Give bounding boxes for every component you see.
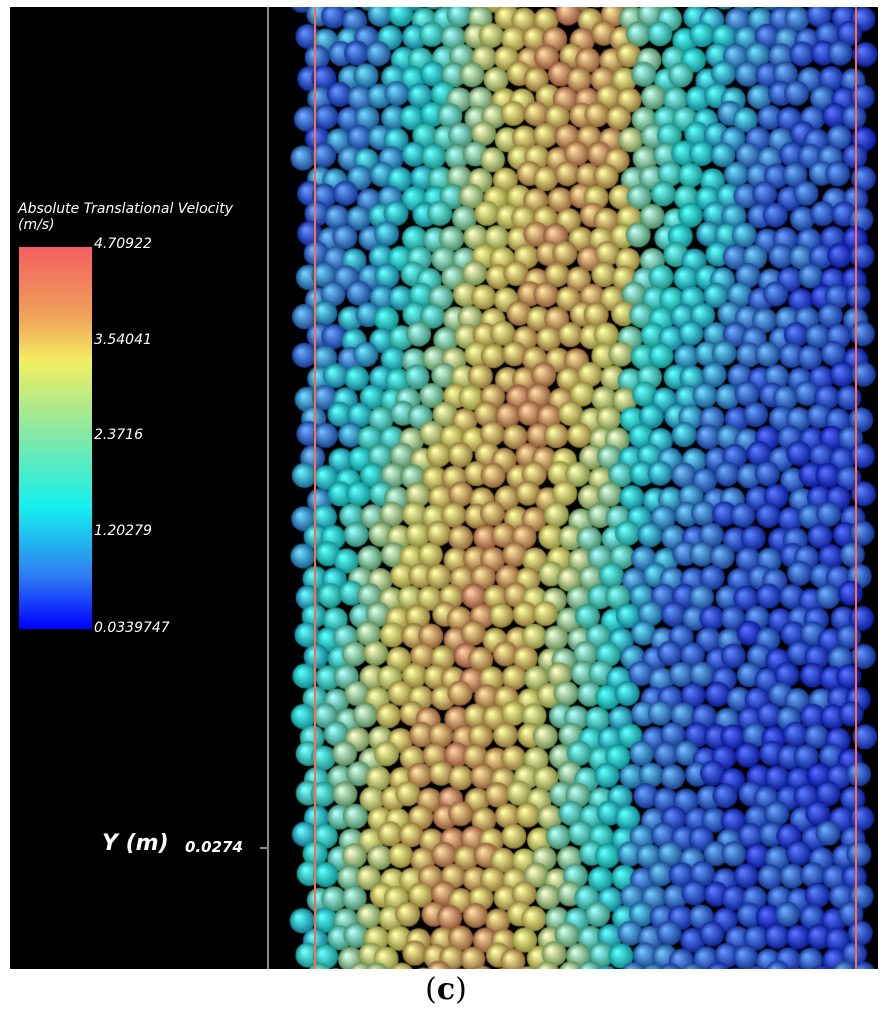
particle-render-canvas xyxy=(10,7,878,969)
y-axis-label: Y (m) xyxy=(102,831,169,856)
colorbar-tick-2: 3.54041 xyxy=(94,332,152,348)
right-wall-line xyxy=(855,7,857,969)
y-axis-tick-value: 0.0274 xyxy=(185,838,243,856)
caption-letter: c xyxy=(436,972,456,1007)
colorbar-title-line2: (m/s) xyxy=(18,217,55,233)
y-axis-tick xyxy=(260,847,268,849)
velocity-colorbar xyxy=(19,247,92,629)
caption-open-paren: ( xyxy=(425,972,437,1007)
particle-visualization-viewport: Absolute Translational Velocity (m/s) 4.… xyxy=(10,7,878,969)
colorbar-tick-3: 2.3716 xyxy=(94,427,143,443)
left-wall-line xyxy=(314,7,316,969)
colorbar-tick-min: 0.0339747 xyxy=(94,620,170,636)
colorbar-title: Absolute Translational Velocity (m/s) xyxy=(18,201,278,233)
y-axis-line xyxy=(267,7,269,969)
caption-close-paren: ) xyxy=(455,972,467,1007)
colorbar-tick-max: 4.70922 xyxy=(94,236,152,252)
colorbar-title-line1: Absolute Translational Velocity xyxy=(18,201,233,217)
figure-caption: (c) xyxy=(0,972,892,1007)
colorbar-tick-4: 1.20279 xyxy=(94,523,152,539)
